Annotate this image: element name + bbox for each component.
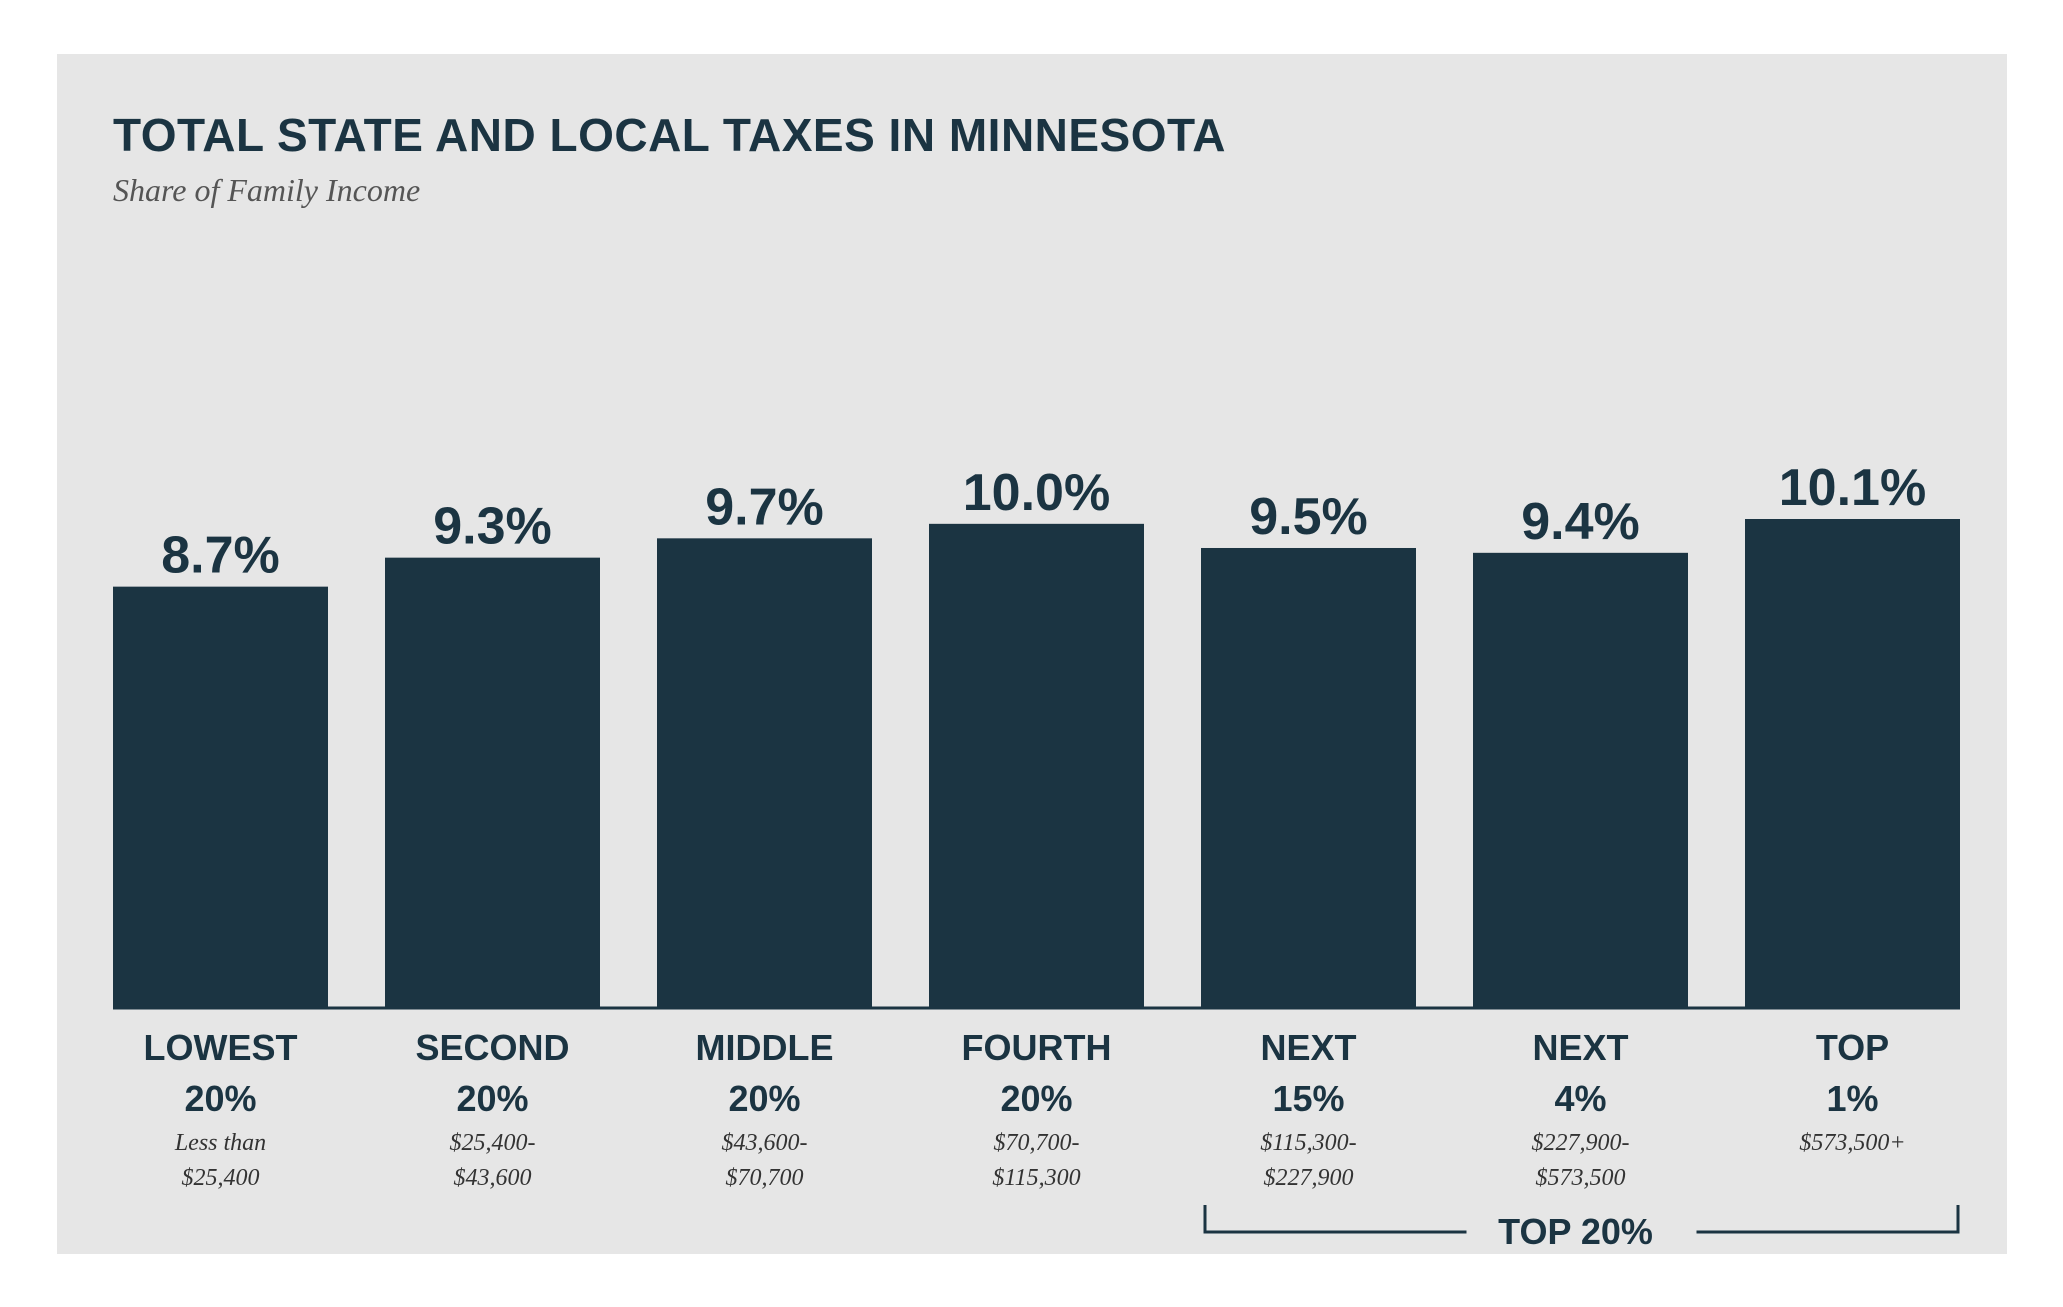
income-range-line2: $115,300	[992, 1165, 1080, 1191]
bar-7	[1745, 519, 1960, 1007]
bar-value-label: 9.7%	[705, 478, 824, 536]
group-bracket-line	[1203, 1205, 1960, 1234]
category-label-line1: SECOND	[415, 1027, 569, 1068]
bar-value-label: 9.4%	[1521, 493, 1640, 551]
income-range-line1: $573,500+	[1799, 1130, 1905, 1156]
income-range-line1: $43,600-	[722, 1130, 808, 1156]
income-range-line2: $43,600	[454, 1165, 532, 1191]
chart-title: TOTAL STATE AND LOCAL TAXES IN MINNESOTA	[113, 109, 1226, 161]
category-label-line2: 4%	[1554, 1078, 1606, 1119]
income-range-line2: $573,500	[1536, 1165, 1626, 1191]
category-label-line2: 1%	[1826, 1078, 1878, 1119]
income-range-line2: $70,700	[726, 1165, 804, 1191]
category-label-line1: FOURTH	[962, 1027, 1112, 1068]
bar-1	[113, 586, 328, 1007]
bar-3	[657, 538, 872, 1007]
bar-value-label: 10.1%	[1779, 459, 1926, 517]
bar-2	[385, 557, 600, 1007]
bars-group: 8.7% LOWEST 20% Less than $25,400 9.3% SECOND 2…	[113, 459, 1960, 1191]
category-label-line2: 20%	[1000, 1078, 1072, 1119]
bar-5	[1201, 547, 1416, 1007]
bar-value-label: 8.7%	[161, 527, 280, 585]
bar-value-label: 9.3%	[433, 498, 552, 556]
income-range-line1: $25,400-	[450, 1130, 536, 1156]
income-range-line1: $70,700-	[994, 1130, 1080, 1156]
income-range-line1: $115,300-	[1260, 1130, 1356, 1156]
category-label-line1: NEXT	[1532, 1027, 1628, 1068]
bar-value-label: 10.0%	[963, 464, 1110, 522]
bar-4	[929, 523, 1144, 1007]
income-range-line1: $227,900-	[1532, 1130, 1630, 1156]
chart-subtitle: Share of Family Income	[113, 172, 421, 208]
income-range-line2: $227,900	[1264, 1165, 1354, 1191]
category-label-line1: TOP	[1816, 1027, 1889, 1068]
group-bracket-label: TOP 20%	[1498, 1211, 1653, 1252]
income-range-line1: Less than	[174, 1130, 266, 1156]
top-20-bracket: TOP 20%	[1203, 1205, 1960, 1252]
category-label-line2: 20%	[184, 1078, 256, 1119]
bar-value-label: 9.5%	[1249, 488, 1368, 546]
category-label-line1: NEXT	[1260, 1027, 1356, 1068]
bar-6	[1473, 552, 1688, 1007]
category-label-line2: 20%	[456, 1078, 528, 1119]
category-label-line1: LOWEST	[144, 1027, 298, 1068]
category-label-line1: MIDDLE	[696, 1027, 834, 1068]
income-range-line2: $25,400	[182, 1165, 260, 1191]
category-label-line2: 20%	[728, 1078, 800, 1119]
category-label-line2: 15%	[1272, 1078, 1344, 1119]
